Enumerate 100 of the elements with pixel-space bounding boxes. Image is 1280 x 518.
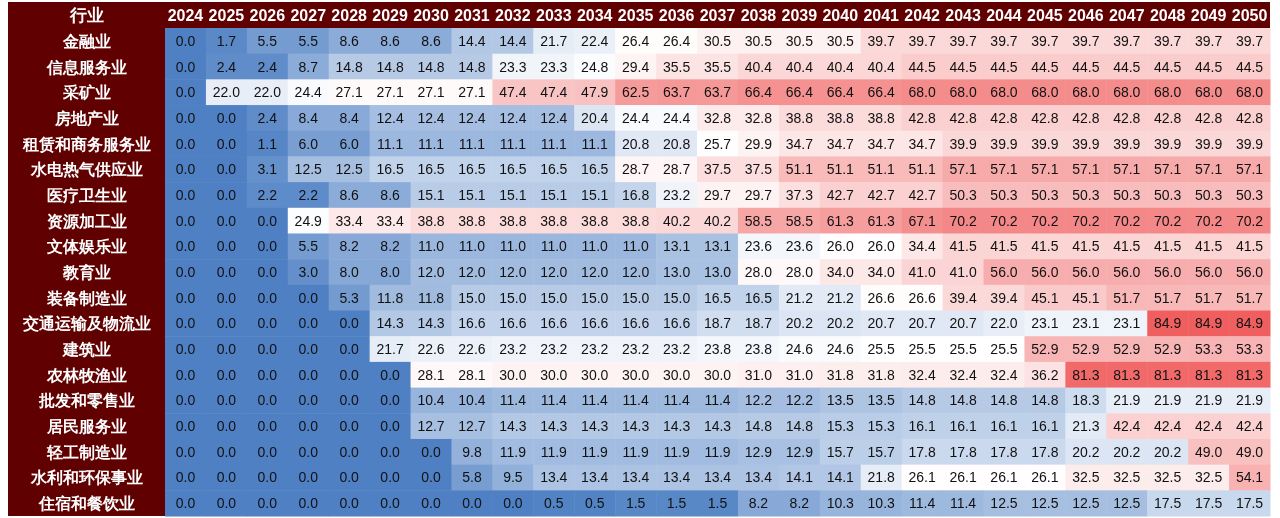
- cell: 38.8: [574, 207, 616, 234]
- data-label: 11.0: [622, 238, 649, 255]
- data-label: 0.0: [298, 443, 319, 460]
- cell: 30.0: [533, 361, 575, 389]
- cell: 1.5: [615, 490, 657, 517]
- data-label: 0.0: [462, 495, 482, 512]
- cell: 41.5: [983, 233, 1025, 260]
- cell: 32.8: [697, 105, 739, 132]
- data-label: 13.5: [867, 392, 896, 409]
- data-label: 16.5: [417, 161, 445, 178]
- data-label: 27.1: [458, 84, 486, 101]
- cell: 21.9: [1188, 387, 1230, 414]
- cell: 16.5: [410, 156, 452, 183]
- data-label: 47.9: [581, 84, 609, 101]
- cell: 0.0: [246, 259, 289, 286]
- cell: 8.6: [369, 182, 412, 209]
- data-label: 2.2: [257, 186, 278, 203]
- data-label: 0.0: [339, 392, 360, 409]
- data-label: 16.1: [949, 418, 977, 435]
- cell: 1.5: [656, 490, 698, 517]
- cell: 50.3: [942, 182, 984, 209]
- data-label: 39.9: [990, 135, 1018, 152]
- data-label: 24.6: [826, 341, 855, 358]
- data-label: 2.2: [298, 186, 319, 203]
- data-label: 0.0: [257, 212, 278, 229]
- cell: 30.5: [737, 28, 780, 55]
- cell: 56.0: [1229, 259, 1271, 286]
- data-label: 20.8: [622, 135, 650, 152]
- cell: 0.5: [574, 490, 616, 517]
- data-label: 23.8: [703, 341, 732, 358]
- data-label: 70.2: [1194, 212, 1223, 229]
- data-label: 31.8: [826, 366, 855, 383]
- data-label: 42.8: [1113, 109, 1141, 126]
- cell: 47.4: [533, 79, 575, 106]
- cell: 39.7: [1024, 28, 1066, 55]
- data-label: 0.0: [421, 495, 441, 512]
- data-label: 35.5: [662, 58, 691, 75]
- data-label: 13.4: [744, 469, 773, 486]
- cell: 68.0: [901, 79, 944, 106]
- data-label: 14.8: [1031, 392, 1059, 409]
- x-tick-label: 2028: [331, 7, 368, 24]
- data-label: 23.2: [622, 341, 650, 358]
- cell: 13.4: [533, 464, 575, 491]
- data-label: 16.8: [622, 186, 650, 203]
- x-tick-label: 2033: [536, 7, 572, 24]
- data-label: 5.3: [339, 289, 360, 306]
- data-label: 41.5: [1194, 238, 1223, 255]
- data-label: 0.5: [544, 495, 564, 512]
- data-label: 37.3: [785, 186, 814, 203]
- cell: 56.0: [1024, 259, 1066, 286]
- cell: 34.0: [860, 259, 903, 286]
- cell: 68.0: [942, 79, 984, 106]
- data-label: 15.3: [867, 418, 896, 435]
- cell: 66.4: [819, 79, 862, 106]
- cell: 56.0: [1065, 259, 1107, 286]
- x-tick-label: 2038: [740, 7, 777, 24]
- y-tick-label: 装备制造业: [45, 289, 127, 307]
- data-label: 16.1: [990, 418, 1018, 435]
- data-label: 51.1: [908, 161, 936, 178]
- y-tick-label: 文体娱乐业: [45, 238, 127, 256]
- data-label: 39.7: [867, 32, 896, 49]
- cell: 52.9: [1065, 336, 1107, 363]
- data-label: 13.4: [703, 469, 732, 486]
- cell: 21.9: [1147, 387, 1189, 414]
- cell: 0.0: [287, 490, 330, 517]
- x-tick-label: 2046: [1068, 7, 1104, 24]
- data-label: 14.4: [499, 32, 527, 49]
- data-label: 3.0: [298, 264, 319, 280]
- data-label: 0.0: [216, 289, 237, 306]
- y-tick-label: 金融业: [61, 32, 111, 50]
- cell: 12.4: [451, 105, 493, 132]
- cell: 42.8: [942, 105, 984, 132]
- data-label: 16.6: [622, 315, 650, 332]
- data-label: 70.2: [1235, 212, 1264, 229]
- data-label: 42.8: [990, 109, 1018, 126]
- cell: 37.5: [737, 156, 780, 183]
- data-label: 15.3: [826, 418, 855, 435]
- data-label: 23.2: [540, 341, 568, 358]
- y-tick-label: 租赁和商务服务业: [21, 135, 151, 154]
- cell: 13.1: [656, 233, 698, 260]
- cell: 12.5: [1024, 490, 1066, 517]
- data-label: 11.1: [540, 135, 568, 152]
- data-label: 15.7: [826, 443, 855, 460]
- data-label: 50.3: [1113, 186, 1141, 203]
- data-label: 14.3: [540, 418, 568, 435]
- cell: 39.7: [942, 28, 984, 55]
- cell: 11.9: [574, 438, 616, 466]
- cell: 2.2: [246, 182, 289, 209]
- data-label: 42.8: [908, 109, 936, 126]
- data-label: 0.0: [257, 289, 278, 306]
- data-label: 8.2: [748, 495, 769, 512]
- cell: 45.1: [1065, 284, 1107, 312]
- data-label: 42.4: [1235, 418, 1264, 435]
- cell: 14.3: [697, 413, 739, 440]
- data-label: 11.4: [663, 392, 690, 409]
- data-label: 0.0: [175, 443, 196, 460]
- x-tick-label: 2030: [413, 7, 449, 24]
- cell: 8.2: [328, 233, 371, 260]
- data-label: 0.0: [216, 212, 237, 229]
- cell: 0.0: [165, 387, 207, 414]
